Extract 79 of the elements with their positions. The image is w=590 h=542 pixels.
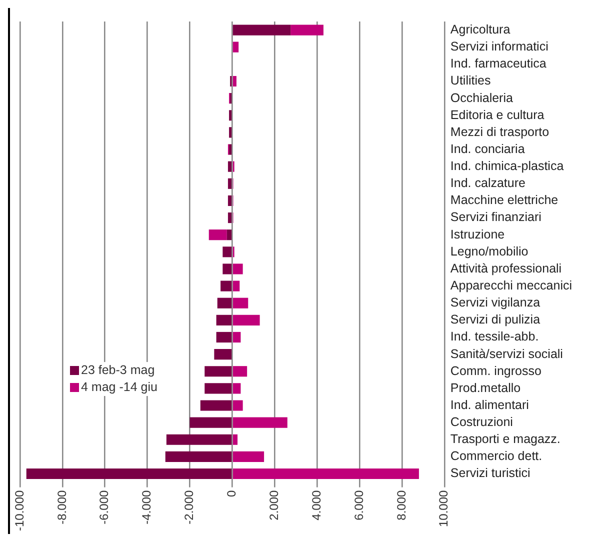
y-tick-label: Ind. conciaria bbox=[450, 142, 525, 156]
x-tick-label: 2.000 bbox=[266, 490, 281, 520]
y-tick-label: Utilities bbox=[450, 74, 491, 88]
y-tick-label: Costruzioni bbox=[450, 415, 513, 430]
bar bbox=[232, 280, 240, 292]
bar bbox=[216, 314, 232, 326]
bar bbox=[220, 280, 232, 292]
bar bbox=[232, 42, 239, 52]
y-tick-label: Ind. alimentari bbox=[450, 398, 529, 412]
y-tick-label: Legno/mobilio bbox=[450, 244, 528, 258]
y-tick-label: Comm. ingrosso bbox=[450, 364, 542, 378]
y-tick-label: Servizi turistici bbox=[450, 466, 530, 480]
bar bbox=[228, 178, 232, 189]
y-tick-label: Ind. calzature bbox=[450, 176, 526, 190]
y-tick-label: Mezzi di trasporto bbox=[450, 124, 550, 139]
y-tick-label: Ind. chimica-plastica bbox=[450, 159, 564, 174]
bar bbox=[204, 383, 232, 394]
bar bbox=[200, 400, 232, 411]
bar bbox=[204, 366, 232, 377]
bar bbox=[232, 76, 236, 87]
y-tick-label: Editoria e cultura bbox=[450, 108, 544, 122]
y-tick-label: Servizi finanziari bbox=[450, 210, 542, 224]
bar bbox=[232, 332, 241, 343]
bar bbox=[232, 451, 264, 462]
bar bbox=[190, 417, 232, 428]
bar bbox=[232, 434, 238, 445]
bar bbox=[229, 110, 232, 121]
y-tick-label: Ind. tessile-abb. bbox=[450, 330, 539, 344]
y-tick-label: Trasporti e magazz. bbox=[450, 432, 560, 446]
bar bbox=[232, 264, 243, 274]
x-tick-label: -8.000 bbox=[54, 490, 69, 524]
bar bbox=[232, 417, 288, 428]
bar bbox=[165, 451, 232, 462]
x-tick-label: 10.000 bbox=[436, 490, 451, 528]
bar bbox=[228, 161, 232, 172]
y-tick-label: Macchine elettriche bbox=[450, 193, 558, 208]
legend-label: 23 feb-3 mag bbox=[81, 362, 155, 379]
bar bbox=[166, 434, 232, 445]
x-tick-label: -10.000 bbox=[12, 490, 26, 532]
x-tick-label: 0 bbox=[224, 490, 239, 497]
x-tick-label: -4.000 bbox=[140, 490, 154, 524]
y-tick-label: Servizi di pulizia bbox=[450, 312, 540, 327]
bar bbox=[222, 264, 232, 274]
y-tick-label: Sanità/servizi sociali bbox=[450, 346, 563, 361]
y-tick-label: Prod.metallo bbox=[450, 380, 521, 395]
bar bbox=[222, 246, 232, 258]
y-tick-label: Attività professionali bbox=[450, 261, 562, 276]
bar bbox=[217, 298, 232, 308]
bar bbox=[290, 24, 324, 36]
y-tick-label: Commercio dett. bbox=[450, 449, 542, 464]
bar bbox=[228, 195, 232, 206]
bar bbox=[232, 400, 243, 411]
bar bbox=[232, 366, 248, 377]
y-tick-label: Servizi vigilanza bbox=[450, 296, 540, 310]
bar bbox=[229, 127, 232, 138]
y-tick-label: Servizi informatici bbox=[450, 40, 548, 54]
y-tick-label: Occhialeria bbox=[450, 90, 513, 105]
x-tick-label: 8.000 bbox=[394, 490, 408, 520]
x-tick-label: -2.000 bbox=[182, 490, 196, 524]
bar bbox=[26, 468, 232, 480]
bar bbox=[229, 144, 232, 155]
bar bbox=[228, 212, 232, 224]
bar bbox=[232, 468, 419, 480]
bar bbox=[232, 314, 260, 326]
y-tick-label: Apparecchi meccanici bbox=[450, 278, 572, 292]
bar bbox=[214, 349, 232, 360]
y-tick-label: Ind. farmaceutica bbox=[450, 56, 546, 71]
bar bbox=[226, 230, 232, 240]
x-tick-label: 4.000 bbox=[309, 490, 324, 520]
y-tick-label: Istruzione bbox=[450, 227, 505, 242]
y-tick-label: Agricoltura bbox=[450, 22, 510, 36]
x-tick-label: -6.000 bbox=[97, 490, 112, 524]
x-tick-label: 6.000 bbox=[352, 490, 366, 520]
bar bbox=[232, 383, 241, 394]
legend-label: 4 mag -14 giu bbox=[81, 379, 158, 396]
bar bbox=[232, 24, 291, 36]
bar bbox=[232, 298, 248, 308]
bar bbox=[208, 230, 227, 240]
bar bbox=[216, 332, 232, 343]
